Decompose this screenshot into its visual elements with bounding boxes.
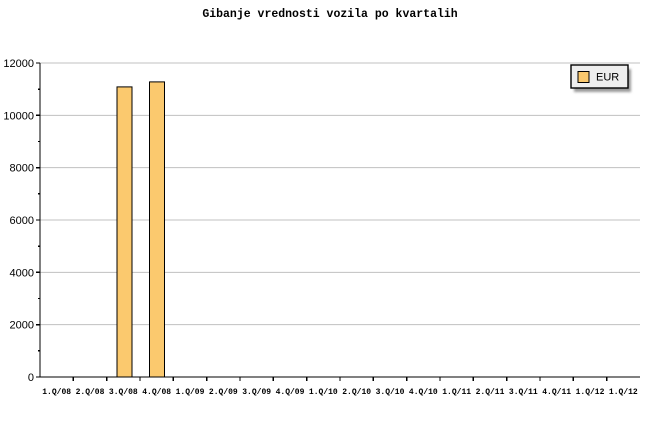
svg-text:4.Q/09: 4.Q/09 [276,388,305,397]
svg-text:2.Q/08: 2.Q/08 [76,388,105,397]
svg-text:3.Q/10: 3.Q/10 [376,388,405,397]
svg-text:0: 0 [28,372,34,384]
svg-text:6000: 6000 [10,215,34,227]
svg-text:4.Q/10: 4.Q/10 [409,388,438,397]
svg-text:1.Q/10: 1.Q/10 [309,388,338,397]
svg-text:1.Q/09: 1.Q/09 [176,388,205,397]
svg-text:10000: 10000 [3,110,34,122]
svg-text:2000: 2000 [10,320,34,332]
svg-text:8000: 8000 [10,163,34,175]
svg-text:EUR: EUR [596,72,619,84]
svg-text:3.Q/08: 3.Q/08 [109,388,138,397]
svg-text:2.Q/09: 2.Q/09 [209,388,238,397]
svg-text:2.Q/10: 2.Q/10 [342,388,371,397]
svg-text:1.Q/12: 1.Q/12 [609,388,638,397]
svg-text:1.Q/08: 1.Q/08 [42,388,71,397]
svg-text:1.Q/11: 1.Q/11 [442,388,471,397]
svg-text:12000: 12000 [3,58,34,70]
svg-text:1.Q/12: 1.Q/12 [576,388,605,397]
svg-text:3.Q/09: 3.Q/09 [242,388,271,397]
svg-text:3.Q/11: 3.Q/11 [509,388,538,397]
svg-text:4.Q/08: 4.Q/08 [142,388,171,397]
svg-text:2.Q/11: 2.Q/11 [476,388,505,397]
svg-text:4000: 4000 [10,267,34,279]
svg-text:4.Q/11: 4.Q/11 [542,388,571,397]
